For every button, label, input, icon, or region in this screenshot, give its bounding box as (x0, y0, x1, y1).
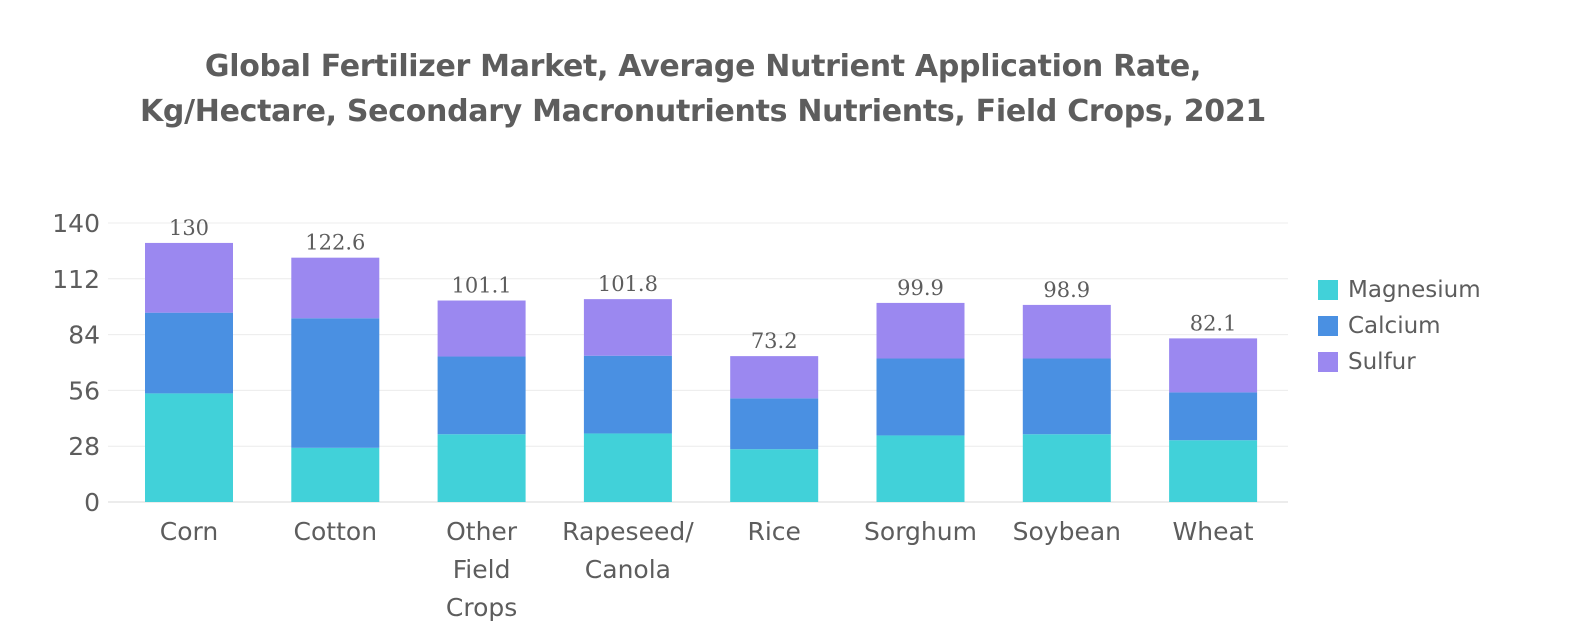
bar-calcium (145, 312, 233, 394)
bar-sulfur (1022, 304, 1111, 359)
chart-title-line-1: Global Fertilizer Market, Average Nutrie… (204, 49, 1202, 84)
data-label-total: 101.8 (598, 272, 658, 296)
bar-magnesium (437, 434, 526, 502)
data-label-total: 122.6 (305, 231, 365, 255)
legend-label-sulfur: Sulfur (1348, 349, 1416, 375)
data-label-total: 130 (169, 216, 209, 240)
x-tick-label: Sorghum (864, 517, 977, 546)
y-tick-label: 84 (68, 321, 100, 350)
bar-magnesium (730, 449, 819, 502)
bar-sulfur (876, 302, 965, 359)
x-tick-label: Soybean (1013, 517, 1121, 546)
data-label-total: 101.1 (452, 274, 512, 298)
data-label-total: 82.1 (1190, 311, 1237, 335)
bar-sulfur (437, 300, 526, 357)
y-tick-label: 56 (68, 376, 100, 405)
bar-calcium (1169, 392, 1258, 441)
legend-swatch-sulfur (1318, 352, 1338, 372)
data-label-total: 73.2 (751, 329, 798, 353)
bar-sulfur (583, 299, 672, 356)
bar-calcium (1022, 358, 1111, 435)
legend-item-calcium: Calcium (1318, 308, 1481, 344)
x-tick-label: Cotton (294, 517, 378, 546)
bar-calcium (730, 398, 819, 450)
bar-calcium (437, 356, 526, 435)
x-tick-label: Rapeseed/ (562, 517, 694, 546)
bar-magnesium (1169, 440, 1258, 502)
y-tick-label: 28 (68, 432, 100, 461)
legend-label-calcium: Calcium (1348, 313, 1441, 339)
x-tick-label: Wheat (1173, 517, 1254, 546)
bar-magnesium (876, 435, 965, 502)
bar-magnesium (583, 433, 672, 502)
x-tick-label: Other (446, 517, 518, 546)
bar-sulfur (730, 356, 819, 399)
y-tick-label: 140 (52, 209, 100, 238)
bar-magnesium (1022, 434, 1111, 502)
y-tick-label: 0 (84, 488, 100, 517)
bar-calcium (291, 318, 380, 448)
x-tick-label: Rice (747, 517, 800, 546)
bar-calcium (876, 358, 965, 436)
bar-calcium (583, 355, 672, 434)
x-tick-label: Corn (160, 517, 218, 546)
data-label-total: 99.9 (897, 276, 944, 300)
legend-label-magnesium: Magnesium (1348, 277, 1481, 303)
x-tick-label: Canola (585, 555, 671, 584)
x-tick-label: Crops (446, 593, 517, 622)
bar-sulfur (1169, 338, 1258, 393)
x-tick-label: Field (453, 555, 511, 584)
chart-title-line-2: Kg/Hectare, Secondary Macronutrients Nut… (139, 94, 1266, 129)
legend-swatch-calcium (1318, 316, 1338, 336)
bar-sulfur (145, 242, 233, 313)
bar-magnesium (291, 447, 380, 502)
legend-item-magnesium: Magnesium (1318, 272, 1481, 308)
chart-legend: Magnesium Calcium Sulfur (1318, 272, 1481, 380)
chart-title: Global Fertilizer Market, Average Nutrie… (0, 44, 1406, 134)
bar-sulfur (291, 257, 380, 319)
data-label-total: 98.9 (1043, 278, 1090, 302)
legend-item-sulfur: Sulfur (1318, 344, 1481, 380)
legend-swatch-magnesium (1318, 280, 1338, 300)
bar-magnesium (145, 393, 233, 502)
y-tick-label: 112 (52, 265, 100, 294)
